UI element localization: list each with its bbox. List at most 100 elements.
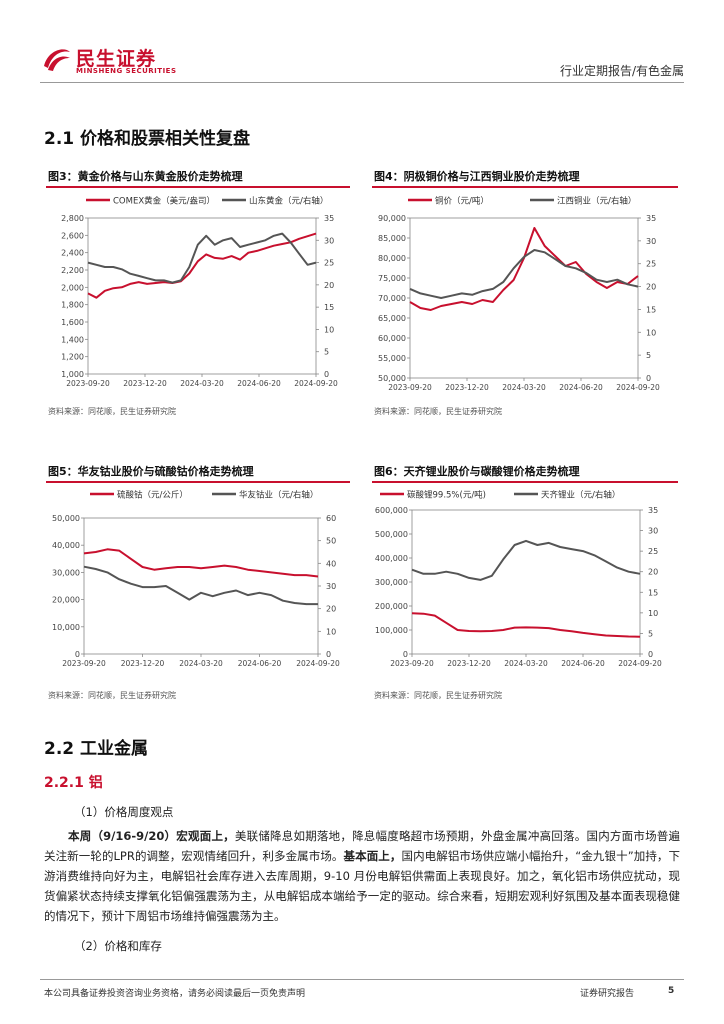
y-left-tick-label: 600,000 [375,506,408,515]
series-line [411,539,641,581]
y-left-tick-label: 50,000 [52,514,80,523]
y-left-tick-label: 2,000 [61,283,84,292]
y-right-tick-label: 30 [324,236,334,245]
report-type: 行业定期报告/有色金属 [559,64,684,78]
x-tick-label: 2024-09-20 [294,379,338,388]
legend-label: 铜价（元/吨） [435,196,489,207]
fig3-title: 图3：黄金价格与山东黄金股价走势梳理 [48,170,243,183]
y-left-tick-label: 400,000 [375,554,408,563]
fig6-chart: 碳酸锂99.5%(元/吨) 天齐锂业（元/右轴） 600,000 500,000 400… [375,490,662,669]
x-tick-label: 2024-06-20 [559,383,603,392]
logo: 民生证券 MINSHENG SECURITIES [40,44,180,78]
legend-label: COMEX黄金（美元/盎司） [113,196,215,207]
y-left-tick-label: 500,000 [375,530,408,539]
y-right-tick-label: 40 [326,559,336,568]
y-right-tick-label: 10 [648,609,658,618]
y-left-tick-label: 1,400 [61,335,84,344]
x-tick-label: 2024-03-20 [502,383,546,392]
x-tick-label: 2024-03-20 [180,379,224,388]
y-left-tick-label: 1,600 [61,318,84,327]
section-title-2-2: 2.2 工业金属 [44,739,149,759]
footer-disclaimer: 本公司具备证券投资咨询业务资格，请务必阅读最后一页免责声明 [44,989,306,999]
y-left-tick-label: 65,000 [378,314,406,323]
y-right-tick-label: 0 [646,374,651,383]
x-tick-label: 2024-09-20 [296,659,340,668]
fig5-source: 资料来源：同花顺，民生证券研究院 [48,691,176,700]
legend-label: 华友钴业（元/右轴） [239,490,318,501]
para-run: 国内电解铝市场供应端小幅抬升，“金九银十”加持，下游消费维持向好为主，电解铝社会… [44,849,681,923]
y-right-tick-label: 0 [326,650,331,659]
series-line [83,548,319,578]
y-right-tick-label: 10 [326,627,336,636]
plot-frame [83,517,319,655]
y-right-tick-label: 10 [324,325,334,334]
x-tick-label: 2023-09-20 [390,659,434,668]
y-left-tick-label: 1,200 [61,353,84,362]
fig4-rule [372,186,678,188]
legend-label: 山东黄金（元/右轴） [249,196,328,207]
y-right-tick-label: 5 [648,629,653,638]
series-line [87,232,317,284]
footer-label: 证券研究报告 [580,989,635,999]
legend-label: 江西铜业（元/右轴） [557,196,636,207]
y-left-tick-label: 50,000 [378,374,406,383]
x-tick-label: 2024-06-20 [237,379,281,388]
y-left-tick-label: 80,000 [378,254,406,263]
x-tick-label: 2023-12-20 [445,383,489,392]
y-right-tick-label: 20 [324,281,334,290]
y-right-tick-label: 35 [648,506,658,515]
y-left-tick-label: 300,000 [375,578,408,587]
y-left-tick-label: 1,800 [61,301,84,310]
x-tick-label: 2024-03-20 [179,659,223,668]
page-number: 5 [668,986,675,996]
y-right-tick-label: 15 [324,303,334,312]
fig5-rule [46,481,350,483]
para-run: 基本面上， [343,849,402,863]
fig5-chart: 硫酸钴（元/公斤） 华友钴业（元/右轴） 50,000 40,000 30,000 20,… [52,490,340,669]
series-line [87,232,317,299]
y-left-tick-label: 70,000 [378,294,406,303]
y-left-tick-label: 0 [403,650,408,659]
point-2: （2）价格和库存 [74,939,162,953]
fig4-source: 资料来源：同花顺，民生证券研究院 [374,407,502,416]
x-tick-label: 2023-12-20 [123,379,167,388]
fig6-rule [372,481,678,483]
fig4-title: 图4：阴极铜价格与江西铜业股价走势梳理 [374,170,580,183]
plot-frame [411,509,641,655]
fig6-source: 资料来源：同花顺，民生证券研究院 [374,691,502,700]
logo-en: MINSHENG SECURITIES [76,67,177,75]
y-right-tick-label: 20 [648,568,658,577]
x-tick-label: 2024-06-20 [238,659,282,668]
legend-label: 天齐锂业（元/右轴） [541,490,620,501]
y-left-tick-label: 2,800 [61,214,84,223]
y-left-tick-label: 1,000 [61,370,84,379]
y-left-tick-label: 40,000 [52,541,80,550]
point-1: （1）价格周度观点 [74,805,174,819]
y-right-tick-label: 35 [646,214,656,223]
y-right-tick-label: 0 [648,650,653,659]
y-left-tick-label: 30,000 [52,568,80,577]
logo-mark-icon [44,49,70,71]
fig6-title: 图6：天齐锂业股价与碳酸锂价格走势梳理 [374,465,580,478]
y-right-tick-label: 20 [326,605,336,614]
fig3-source: 资料来源：同花顺，民生证券研究院 [48,407,176,416]
y-left-tick-label: 75,000 [378,274,406,283]
x-tick-label: 2023-12-20 [447,659,491,668]
y-left-tick-label: 100,000 [375,626,408,635]
fig5-title: 图5：华友钴业股价与硫酸钴价格走势梳理 [48,465,254,478]
y-left-tick-label: 85,000 [378,234,406,243]
aluminum-paragraph: 本周（9/16-9/20）宏观面上，美联储降息如期落地，降息幅度略超市场预期，外… [44,826,680,926]
y-left-tick-label: 60,000 [378,334,406,343]
y-right-tick-label: 30 [326,582,336,591]
y-left-tick-label: 90,000 [378,214,406,223]
x-tick-label: 2024-06-20 [561,659,605,668]
series-line [409,249,639,299]
x-tick-label: 2023-12-20 [121,659,165,668]
y-right-tick-label: 35 [324,214,334,223]
section-title-2-1: 2.1 价格和股票相关性复盘 [44,129,251,149]
x-tick-label: 2024-09-20 [616,383,660,392]
y-right-tick-label: 5 [324,348,329,357]
y-right-tick-label: 25 [648,547,658,556]
series-line [411,612,641,638]
x-tick-label: 2023-09-20 [62,659,106,668]
